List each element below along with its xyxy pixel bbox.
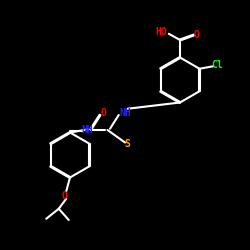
Text: O: O xyxy=(62,191,68,201)
Text: HO: HO xyxy=(156,28,168,38)
Text: Cl: Cl xyxy=(211,60,223,70)
Text: S: S xyxy=(124,139,130,149)
Text: NH: NH xyxy=(119,108,131,118)
Text: O: O xyxy=(101,108,107,118)
Text: NH: NH xyxy=(82,125,94,135)
Text: O: O xyxy=(194,30,200,40)
